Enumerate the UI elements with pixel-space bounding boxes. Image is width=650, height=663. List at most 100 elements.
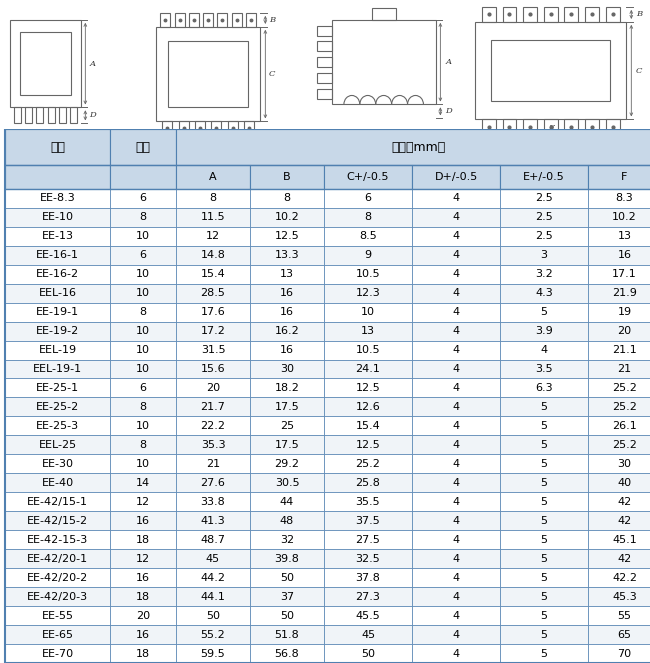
Text: 4: 4 xyxy=(452,326,460,336)
Text: 5: 5 xyxy=(541,630,547,640)
Bar xyxy=(211,121,221,135)
Text: 20: 20 xyxy=(206,383,220,393)
Bar xyxy=(36,107,44,123)
Bar xyxy=(588,416,650,436)
Bar xyxy=(317,26,332,36)
Text: 16: 16 xyxy=(136,573,150,583)
Bar xyxy=(317,41,332,52)
Text: 3.9: 3.9 xyxy=(535,326,553,336)
Bar xyxy=(412,322,500,341)
Text: 21: 21 xyxy=(206,459,220,469)
Bar xyxy=(500,165,588,189)
Bar xyxy=(588,189,650,208)
Bar xyxy=(110,265,176,284)
Bar xyxy=(5,208,110,227)
Text: 8: 8 xyxy=(140,212,146,222)
Bar xyxy=(156,27,261,121)
Bar xyxy=(588,568,650,587)
Bar xyxy=(5,549,110,568)
Bar xyxy=(588,284,650,302)
Text: 5: 5 xyxy=(541,611,547,621)
Text: 22.2: 22.2 xyxy=(200,421,226,431)
Bar xyxy=(500,568,588,587)
Bar xyxy=(110,284,176,302)
Text: 3: 3 xyxy=(541,250,547,260)
Text: EE-40: EE-40 xyxy=(42,478,73,488)
Bar xyxy=(5,397,110,416)
Text: 4: 4 xyxy=(452,516,460,526)
Bar xyxy=(244,121,254,135)
Bar xyxy=(412,227,500,246)
Bar xyxy=(189,13,199,27)
Bar xyxy=(324,530,412,549)
Text: 10.2: 10.2 xyxy=(274,212,300,222)
Text: 16: 16 xyxy=(280,307,294,317)
Bar xyxy=(324,322,412,341)
Bar xyxy=(250,454,324,473)
Bar xyxy=(324,265,412,284)
Text: EEL-16: EEL-16 xyxy=(38,288,77,298)
Text: 25: 25 xyxy=(280,421,294,431)
Bar xyxy=(564,119,579,134)
Text: 5: 5 xyxy=(541,497,547,507)
Bar xyxy=(176,568,250,587)
Text: 20: 20 xyxy=(618,326,632,336)
Text: EE-65: EE-65 xyxy=(42,630,73,640)
Text: 4: 4 xyxy=(452,421,460,431)
Bar xyxy=(544,119,558,134)
Bar xyxy=(110,322,176,341)
Bar xyxy=(412,284,500,302)
Text: 50: 50 xyxy=(361,648,375,658)
Bar xyxy=(110,165,176,189)
Text: 13: 13 xyxy=(280,269,294,279)
Bar xyxy=(588,208,650,227)
Bar xyxy=(588,359,650,379)
Text: 25.2: 25.2 xyxy=(612,402,637,412)
Text: 4: 4 xyxy=(452,288,460,298)
Text: 5: 5 xyxy=(541,648,547,658)
Bar xyxy=(588,530,650,549)
Bar xyxy=(176,302,250,322)
Bar xyxy=(176,644,250,663)
Text: 21.1: 21.1 xyxy=(612,345,637,355)
Text: 56.8: 56.8 xyxy=(274,648,300,658)
Bar xyxy=(412,341,500,359)
Text: 12: 12 xyxy=(136,554,150,564)
Bar xyxy=(5,227,110,246)
Text: 4: 4 xyxy=(452,535,460,545)
Text: 9: 9 xyxy=(365,250,372,260)
Bar xyxy=(250,436,324,454)
Bar xyxy=(250,473,324,493)
Text: EE-19-1: EE-19-1 xyxy=(36,307,79,317)
Text: 45: 45 xyxy=(361,630,375,640)
Text: 37: 37 xyxy=(280,591,294,601)
Text: A: A xyxy=(445,58,451,66)
Text: 51.8: 51.8 xyxy=(274,630,300,640)
Bar xyxy=(500,625,588,644)
Text: EE-10: EE-10 xyxy=(42,212,73,222)
Bar xyxy=(5,568,110,587)
Text: B: B xyxy=(636,11,642,19)
Text: 8: 8 xyxy=(283,194,291,204)
Bar xyxy=(372,8,396,20)
Text: 19: 19 xyxy=(618,307,632,317)
Bar xyxy=(500,493,588,511)
Bar xyxy=(482,119,496,134)
Bar xyxy=(250,397,324,416)
Bar xyxy=(250,587,324,606)
Bar xyxy=(110,549,176,568)
Bar xyxy=(176,246,250,265)
Bar xyxy=(5,359,110,379)
Text: 45.1: 45.1 xyxy=(612,535,637,545)
Text: 44: 44 xyxy=(280,497,294,507)
Bar xyxy=(588,493,650,511)
Bar xyxy=(110,397,176,416)
Bar xyxy=(412,568,500,587)
Bar xyxy=(176,165,250,189)
Bar xyxy=(500,397,588,416)
Text: 12.3: 12.3 xyxy=(356,288,380,298)
Bar xyxy=(412,644,500,663)
Bar xyxy=(585,119,599,134)
Text: 4: 4 xyxy=(452,573,460,583)
Bar xyxy=(250,189,324,208)
